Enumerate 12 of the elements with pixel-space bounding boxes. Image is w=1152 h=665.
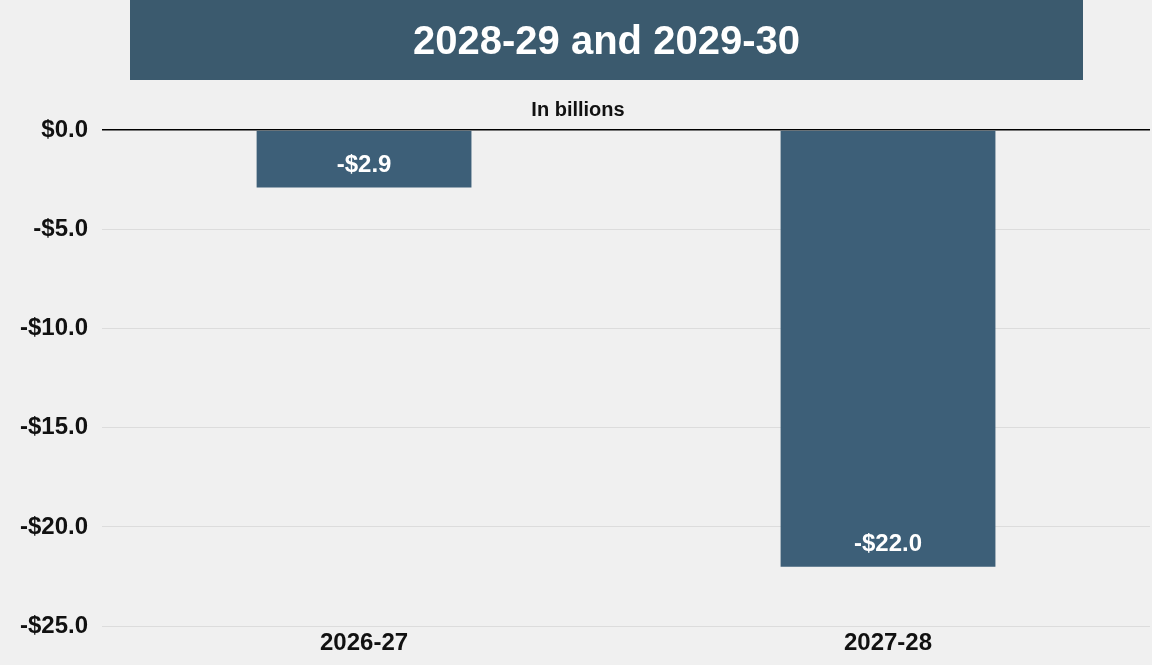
- chart-subtitle: In billions: [531, 97, 625, 120]
- data-label: -$2.9: [336, 150, 392, 178]
- y-tick-label: $0.0: [41, 114, 89, 142]
- x-tick-label: 2027-28: [843, 628, 933, 656]
- y-tick-label: -$15.0: [19, 412, 89, 440]
- y-tick-label: -$5.0: [33, 213, 89, 241]
- x-tick-label: 2026-27: [320, 628, 409, 656]
- y-tick-label: -$25.0: [19, 610, 89, 638]
- y-tick-label: -$20.0: [19, 511, 89, 539]
- data-label: -$22.0: [853, 529, 923, 557]
- chart-title: 2028-29 and 2029-30: [130, 0, 1083, 80]
- y-tick-label: -$10.0: [19, 313, 89, 341]
